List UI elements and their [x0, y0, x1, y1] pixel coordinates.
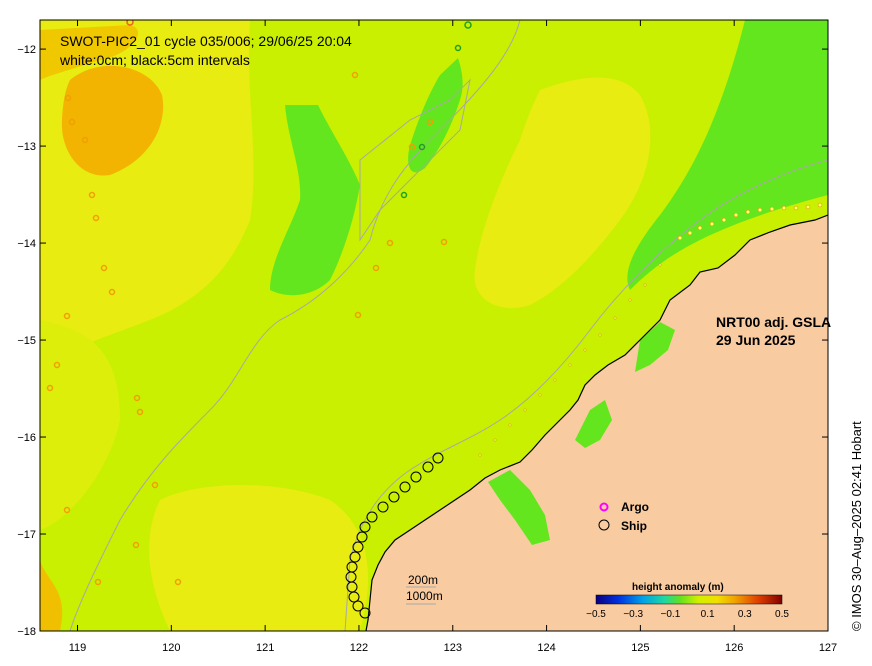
colorbar-title: height anomaly (m): [632, 582, 724, 593]
map-subtitle: white:0cm; black:5cm intervals: [59, 52, 250, 68]
colorbar-tick-label: 0.5: [775, 609, 789, 620]
x-tick-label: 123: [444, 642, 462, 654]
anomaly-green-central: [270, 105, 360, 296]
x-tick-label: 122: [350, 642, 368, 654]
colorbar-tick-label: 0.1: [701, 609, 715, 620]
bathymetry-200m: [344, 159, 828, 631]
anomaly-yellow-west-low: [40, 320, 120, 530]
x-tick-label: 119: [69, 642, 87, 654]
x-tick-label: 120: [162, 642, 180, 654]
y-tick-label: −18: [17, 626, 36, 638]
y-tick-label: −17: [17, 529, 36, 541]
y-axis: −12 −13 −14 −15 −16 −17 −18: [17, 44, 828, 638]
map-plot-area: [40, 20, 828, 631]
argo-markers: [46, 20, 472, 586]
colorbar-ticks: −0.5 −0.3 −0.1 0.1 0.3 0.5: [586, 609, 789, 620]
colorbar-tick-label: −0.5: [586, 609, 606, 620]
colorbar-tick-label: −0.3: [623, 609, 643, 620]
map-title: SWOT-PIC2_01 cycle 035/006; 29/06/25 20:…: [60, 33, 352, 49]
y-tick-label: −14: [17, 238, 36, 250]
anomaly-green-north: [408, 58, 463, 173]
colorbar-tick-label: 0.3: [738, 609, 752, 620]
coastal-inlets: [488, 322, 675, 545]
anomaly-yellow-sw: [40, 560, 63, 631]
x-tick-label: 127: [819, 642, 837, 654]
product-label: NRT00 adj. GSLA: [716, 314, 831, 330]
product-date: 29 Jun 2025: [716, 332, 796, 348]
anomaly-yellow-south: [149, 485, 369, 631]
anomaly-yellow-ne: [474, 77, 651, 309]
argo-legend-label: Argo: [621, 500, 649, 514]
bathymetry-shelf-island: [359, 78, 471, 242]
plot-frame: [39, 19, 829, 632]
y-tick-label: −12: [17, 44, 36, 56]
depth-1000m-label: 1000m: [406, 589, 443, 603]
anomaly-green-east: [627, 20, 828, 290]
y-tick-label: −15: [17, 335, 36, 347]
x-tick-label: 126: [725, 642, 743, 654]
x-axis: 119 120 121 122 123 124 125 126 127: [69, 20, 837, 654]
ship-track: [345, 452, 444, 619]
swot-track: [478, 202, 823, 457]
y-tick-label: −16: [17, 432, 36, 444]
colorbar-gradient: [595, 594, 783, 605]
coastline: [365, 214, 828, 631]
anomaly-orange-west-edge: [40, 25, 139, 80]
depth-key: 200m 1000m: [406, 573, 443, 605]
x-tick-label: 121: [256, 642, 274, 654]
ship-legend-label: Ship: [621, 519, 647, 533]
x-tick-label: 125: [631, 642, 649, 654]
credit-text: © IMOS 30–Aug–2025 02:41 Hobart: [849, 421, 864, 631]
argo-legend-icon: [599, 502, 609, 512]
x-tick-label: 124: [537, 642, 555, 654]
bathymetry-1000m: [69, 20, 521, 631]
legend: Argo Ship: [598, 500, 649, 533]
ship-legend-icon: [598, 519, 610, 531]
colorbar: height anomaly (m) −0.5 −0.3 −0.1 0.1 0.3 0.5: [586, 582, 789, 620]
anomaly-orange-west: [61, 65, 164, 176]
depth-200m-label: 200m: [408, 573, 438, 587]
y-tick-label: −13: [17, 141, 36, 153]
colorbar-tick-label: −0.1: [661, 609, 681, 620]
